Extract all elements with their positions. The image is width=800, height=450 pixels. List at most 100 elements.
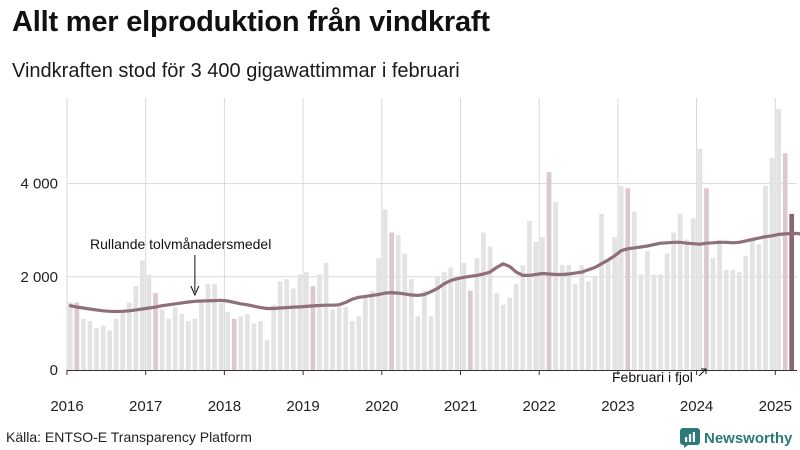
bar xyxy=(651,274,657,370)
bar xyxy=(756,244,762,370)
bar xyxy=(297,274,303,370)
bar xyxy=(579,265,585,370)
bar xyxy=(467,290,473,370)
bar xyxy=(572,283,578,370)
bar xyxy=(776,109,781,370)
bar xyxy=(218,302,224,370)
bar xyxy=(258,321,263,370)
bar xyxy=(277,281,283,370)
bar xyxy=(100,325,106,370)
bar xyxy=(664,253,670,370)
bar xyxy=(185,321,191,370)
bar xyxy=(212,283,217,370)
bar xyxy=(238,316,244,370)
bar xyxy=(684,239,690,370)
rolling-average-line xyxy=(68,231,800,314)
bar xyxy=(730,269,736,370)
bar xyxy=(120,311,126,370)
brand-name: Newsworthy xyxy=(704,429,793,447)
x-tick-label: 2018 xyxy=(208,398,241,415)
bar xyxy=(376,258,381,370)
annotations: Rullande tolvmånadersmedel Februari i fjo… xyxy=(90,236,707,385)
y-tick-label: 4 000 xyxy=(20,176,58,193)
bar xyxy=(441,272,447,370)
bar xyxy=(146,274,152,370)
bar xyxy=(710,258,716,370)
x-axis xyxy=(66,370,797,375)
bar xyxy=(553,202,558,370)
bar xyxy=(244,314,250,370)
bar xyxy=(304,272,309,370)
bar xyxy=(87,321,93,370)
last-year-arrow xyxy=(698,368,707,377)
bar xyxy=(448,267,454,370)
bar xyxy=(271,304,276,370)
bar xyxy=(264,339,270,370)
monthly-bars xyxy=(67,109,795,370)
bar xyxy=(435,276,440,370)
bar xyxy=(566,265,572,370)
bar xyxy=(402,253,408,370)
bar xyxy=(658,274,663,370)
bar xyxy=(153,293,158,370)
bar xyxy=(172,307,178,370)
bar xyxy=(67,302,73,370)
bar xyxy=(527,220,532,370)
bar xyxy=(317,274,322,370)
bar xyxy=(769,157,775,370)
bar xyxy=(743,255,749,370)
x-tick-label: 2017 xyxy=(129,398,162,415)
bar xyxy=(395,234,401,370)
chart-title: Allt mer elproduktion från vindkraft xyxy=(12,6,490,38)
bar xyxy=(192,318,198,370)
bar xyxy=(559,265,565,370)
bar xyxy=(356,316,362,370)
rolling-average-label: Rullande tolvmånadersmedel xyxy=(90,236,271,252)
rolling-average-line-group xyxy=(68,231,800,314)
bar xyxy=(546,171,552,370)
bar xyxy=(520,265,526,370)
bar xyxy=(677,213,683,370)
bar xyxy=(618,185,624,370)
bar xyxy=(428,316,434,370)
bar xyxy=(533,241,539,370)
bar xyxy=(363,297,368,370)
bar xyxy=(690,218,696,370)
bar xyxy=(159,309,165,370)
newsworthy-logo-icon xyxy=(680,428,700,448)
bar xyxy=(179,314,185,370)
bar xyxy=(625,188,631,370)
bar xyxy=(645,251,650,370)
axis-labels: 0 2 000 4 000 2016 2017 2018 2019 2020 2021 2022 2… xyxy=(20,176,792,415)
rolling-average-arrowhead xyxy=(190,285,200,297)
last-year-arrowhead xyxy=(701,368,707,374)
bar xyxy=(290,288,296,370)
bar xyxy=(369,290,375,370)
bar xyxy=(500,304,506,370)
x-tick-label: 2022 xyxy=(523,398,556,415)
bar xyxy=(343,307,349,370)
bar xyxy=(389,232,394,370)
bar xyxy=(199,302,204,370)
bar xyxy=(107,330,112,370)
bar xyxy=(494,293,499,370)
bar xyxy=(671,232,677,370)
bar xyxy=(487,246,493,370)
bar xyxy=(638,274,644,370)
bar xyxy=(205,283,211,370)
bar xyxy=(697,148,703,370)
bar xyxy=(631,211,637,370)
bar xyxy=(612,237,617,370)
bar xyxy=(461,262,467,370)
bar xyxy=(540,237,545,370)
bar xyxy=(723,269,729,370)
bar xyxy=(323,262,329,370)
bar xyxy=(336,307,342,370)
x-tick-label: 2025 xyxy=(759,398,792,415)
bar xyxy=(422,290,427,370)
x-tick-label: 2020 xyxy=(365,398,398,415)
bar xyxy=(133,286,139,370)
bar xyxy=(94,328,99,370)
y-tick-label: 2 000 xyxy=(20,269,58,286)
